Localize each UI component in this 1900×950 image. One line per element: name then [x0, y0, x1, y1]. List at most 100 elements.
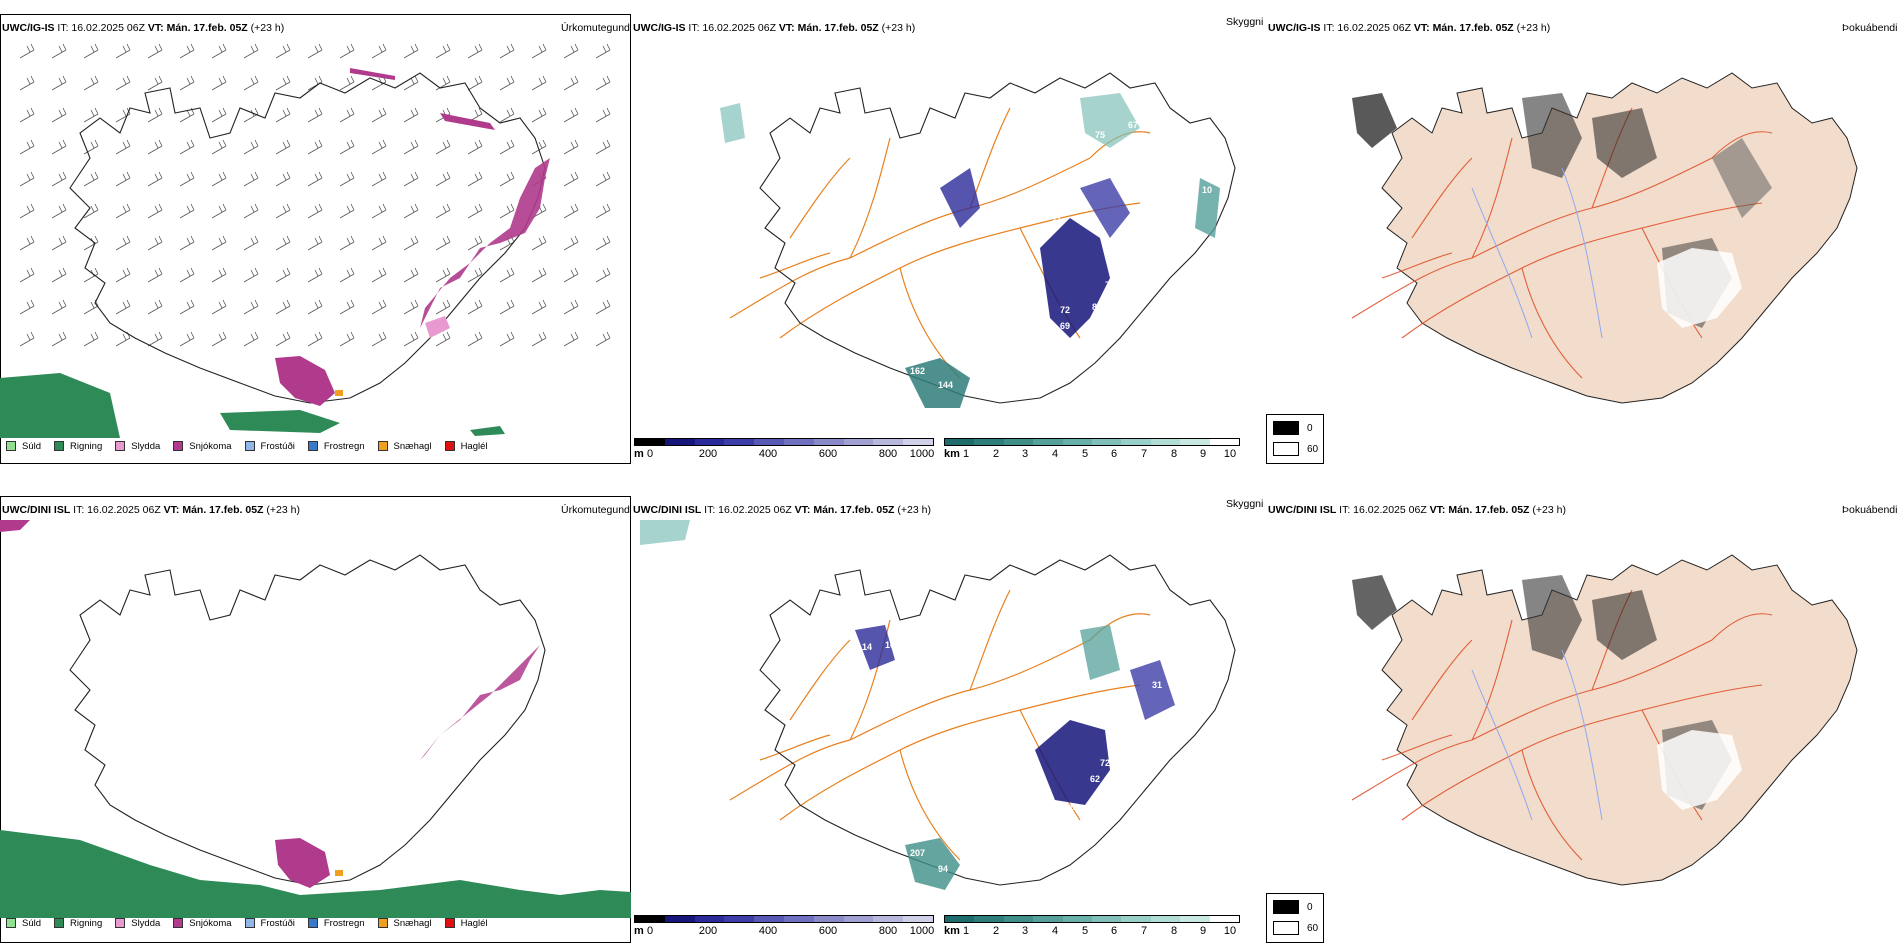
cloud-base-number: 20 — [1170, 660, 1180, 670]
fog-title: Þokuábendi — [1842, 504, 1898, 516]
snow-band-east — [420, 158, 550, 328]
legend-item: Snjókoma — [173, 917, 232, 929]
fog-dark-area — [1352, 575, 1397, 630]
fog-title: Þokuábendi — [1842, 22, 1898, 34]
visibility-map: 162 144 75 67 88 10 11 67 106 78 72 69 8… — [720, 72, 1236, 408]
rain-area — [0, 373, 120, 438]
tick-label: 3 — [1021, 925, 1029, 937]
legend-label: Rigning — [70, 440, 103, 452]
low-cloud-area — [940, 168, 980, 228]
legend-label: Snæhagl — [393, 917, 432, 929]
fog-area — [905, 358, 970, 408]
lead-time: (+23 h) — [897, 504, 931, 516]
model-name: UWC/DINI ISL — [1268, 504, 1337, 516]
rain-area-south — [220, 410, 340, 433]
legend-swatch — [444, 918, 455, 928]
tick-label: 5 — [1081, 925, 1089, 937]
tick-label: 400 — [758, 448, 778, 460]
cloud-base-number: 144 — [938, 380, 953, 390]
valid-time: Mán. 17.feb. 05Z — [1448, 504, 1530, 516]
tick-label: 8 — [1170, 448, 1178, 460]
tick-label: 4 — [1051, 925, 1059, 937]
legend-label: Snjókoma — [189, 917, 232, 929]
fog-dark-area — [1712, 138, 1772, 218]
legend-swatch — [54, 918, 65, 928]
lead-time: (+23 h) — [250, 22, 285, 34]
colorbar-unit: km — [944, 448, 960, 460]
tick-label: 600 — [818, 925, 838, 937]
tick-label: 7 — [1140, 925, 1148, 937]
colorbar-unit: m — [634, 448, 644, 460]
fog-legend-box: 0 60 — [1266, 893, 1324, 943]
visibility-header: UWC/DINI ISL IT: 16.02.2025 06Z VT: Mán.… — [633, 504, 931, 516]
valid-label: VT: — [163, 504, 180, 516]
lead-time: (+23 h) — [881, 22, 916, 34]
lead-time: (+23 h) — [1516, 22, 1551, 34]
visibility-colorbar: km 1 2 3 4 5 6 7 8 9 10 — [944, 438, 1240, 464]
legend-swatch — [173, 441, 184, 451]
legend-label: Frostregn — [323, 440, 365, 452]
tick-label: 10 — [1223, 448, 1237, 460]
tick-label: 400 — [758, 925, 778, 937]
tick-label: 0 — [646, 925, 654, 937]
fog-area — [1080, 93, 1140, 148]
cloud-base-number: 106 — [1118, 263, 1133, 273]
model-name: UWC/IG-IS — [2, 22, 55, 34]
legend-label: Snæhagl — [393, 440, 432, 452]
legend-label: Súld — [22, 440, 42, 452]
legend-item: Frostúði — [244, 917, 295, 929]
tick-label: 9 — [1199, 448, 1207, 460]
cloud-base-colorbar: m 0 200 400 600 800 1000 — [634, 915, 934, 941]
tick-label: 8 — [1170, 925, 1178, 937]
fog-area — [1080, 625, 1120, 680]
cloud-base-labels: 162 144 75 67 88 10 11 67 106 78 72 69 8… — [910, 120, 1212, 390]
low-cloud-area — [1035, 720, 1110, 805]
fog-map — [1351, 554, 1858, 886]
precip-type-title: Úrkomutegund — [561, 22, 630, 34]
fog-dark-area — [1592, 108, 1657, 178]
legend-swatch — [115, 918, 126, 928]
fog-dark-area — [1592, 590, 1657, 660]
fog-map — [1351, 72, 1858, 404]
legend-swatch — [6, 918, 16, 928]
river-lines — [1471, 167, 1603, 339]
valid-label: VT: — [147, 22, 164, 34]
init-time: IT: 16.02.2025 06Z — [1323, 22, 1411, 34]
legend-label: Súld — [22, 917, 42, 929]
visibility-title: Skyggni — [1226, 16, 1264, 28]
tick-label: 6 — [1110, 448, 1118, 460]
cloud-base-number: 94 — [938, 864, 948, 874]
snow-streak-top — [350, 68, 395, 80]
precip-type-header: UWC/DINI ISL IT: 16.02.2025 06Z VT: Mán.… — [2, 504, 300, 516]
river-lines — [1471, 649, 1603, 821]
model-name: UWC/DINI ISL — [2, 504, 71, 516]
fog-legend-swatch — [1273, 921, 1299, 935]
valid-time: Mán. 17.feb. 05Z — [797, 22, 879, 34]
valid-time: Mán. 17.feb. 05Z — [1432, 22, 1514, 34]
precip-type-title: Úrkomutegund — [561, 504, 630, 516]
cloud-base-colorbar: m 0 200 400 600 800 1000 — [634, 438, 934, 464]
valid-time: Mán. 17.feb. 05Z — [166, 22, 248, 34]
tick-label: 7 — [1140, 448, 1148, 460]
snow-streak-north — [440, 113, 495, 130]
fog-legend-label: 60 — [1307, 922, 1319, 934]
cloud-base-number: 78 — [1105, 280, 1115, 290]
legend-label: Frostúði — [260, 917, 295, 929]
fog-legend-row: 0 — [1273, 900, 1313, 914]
snow-streak-top — [0, 520, 30, 532]
legend-item: Snæhagl — [377, 440, 432, 452]
legend-swatch — [244, 918, 255, 928]
snow-area-south — [275, 356, 335, 406]
fog-header: UWC/DINI ISL IT: 16.02.2025 06Z VT: Mán.… — [1268, 504, 1566, 516]
fog-area — [720, 103, 745, 143]
colorbar-unit: km — [944, 925, 960, 937]
rain-area-southeast — [470, 426, 505, 436]
init-time: IT: 16.02.2025 06Z — [57, 22, 145, 34]
legend-swatch — [6, 441, 16, 451]
model-name: UWC/IG-IS — [1268, 22, 1321, 34]
snow-hail-spot — [335, 870, 343, 876]
snow-band-east — [420, 645, 540, 760]
cloud-base-number: 67 — [1165, 198, 1175, 208]
fog-legend-label: 60 — [1307, 443, 1319, 455]
legend-swatch — [307, 918, 318, 928]
